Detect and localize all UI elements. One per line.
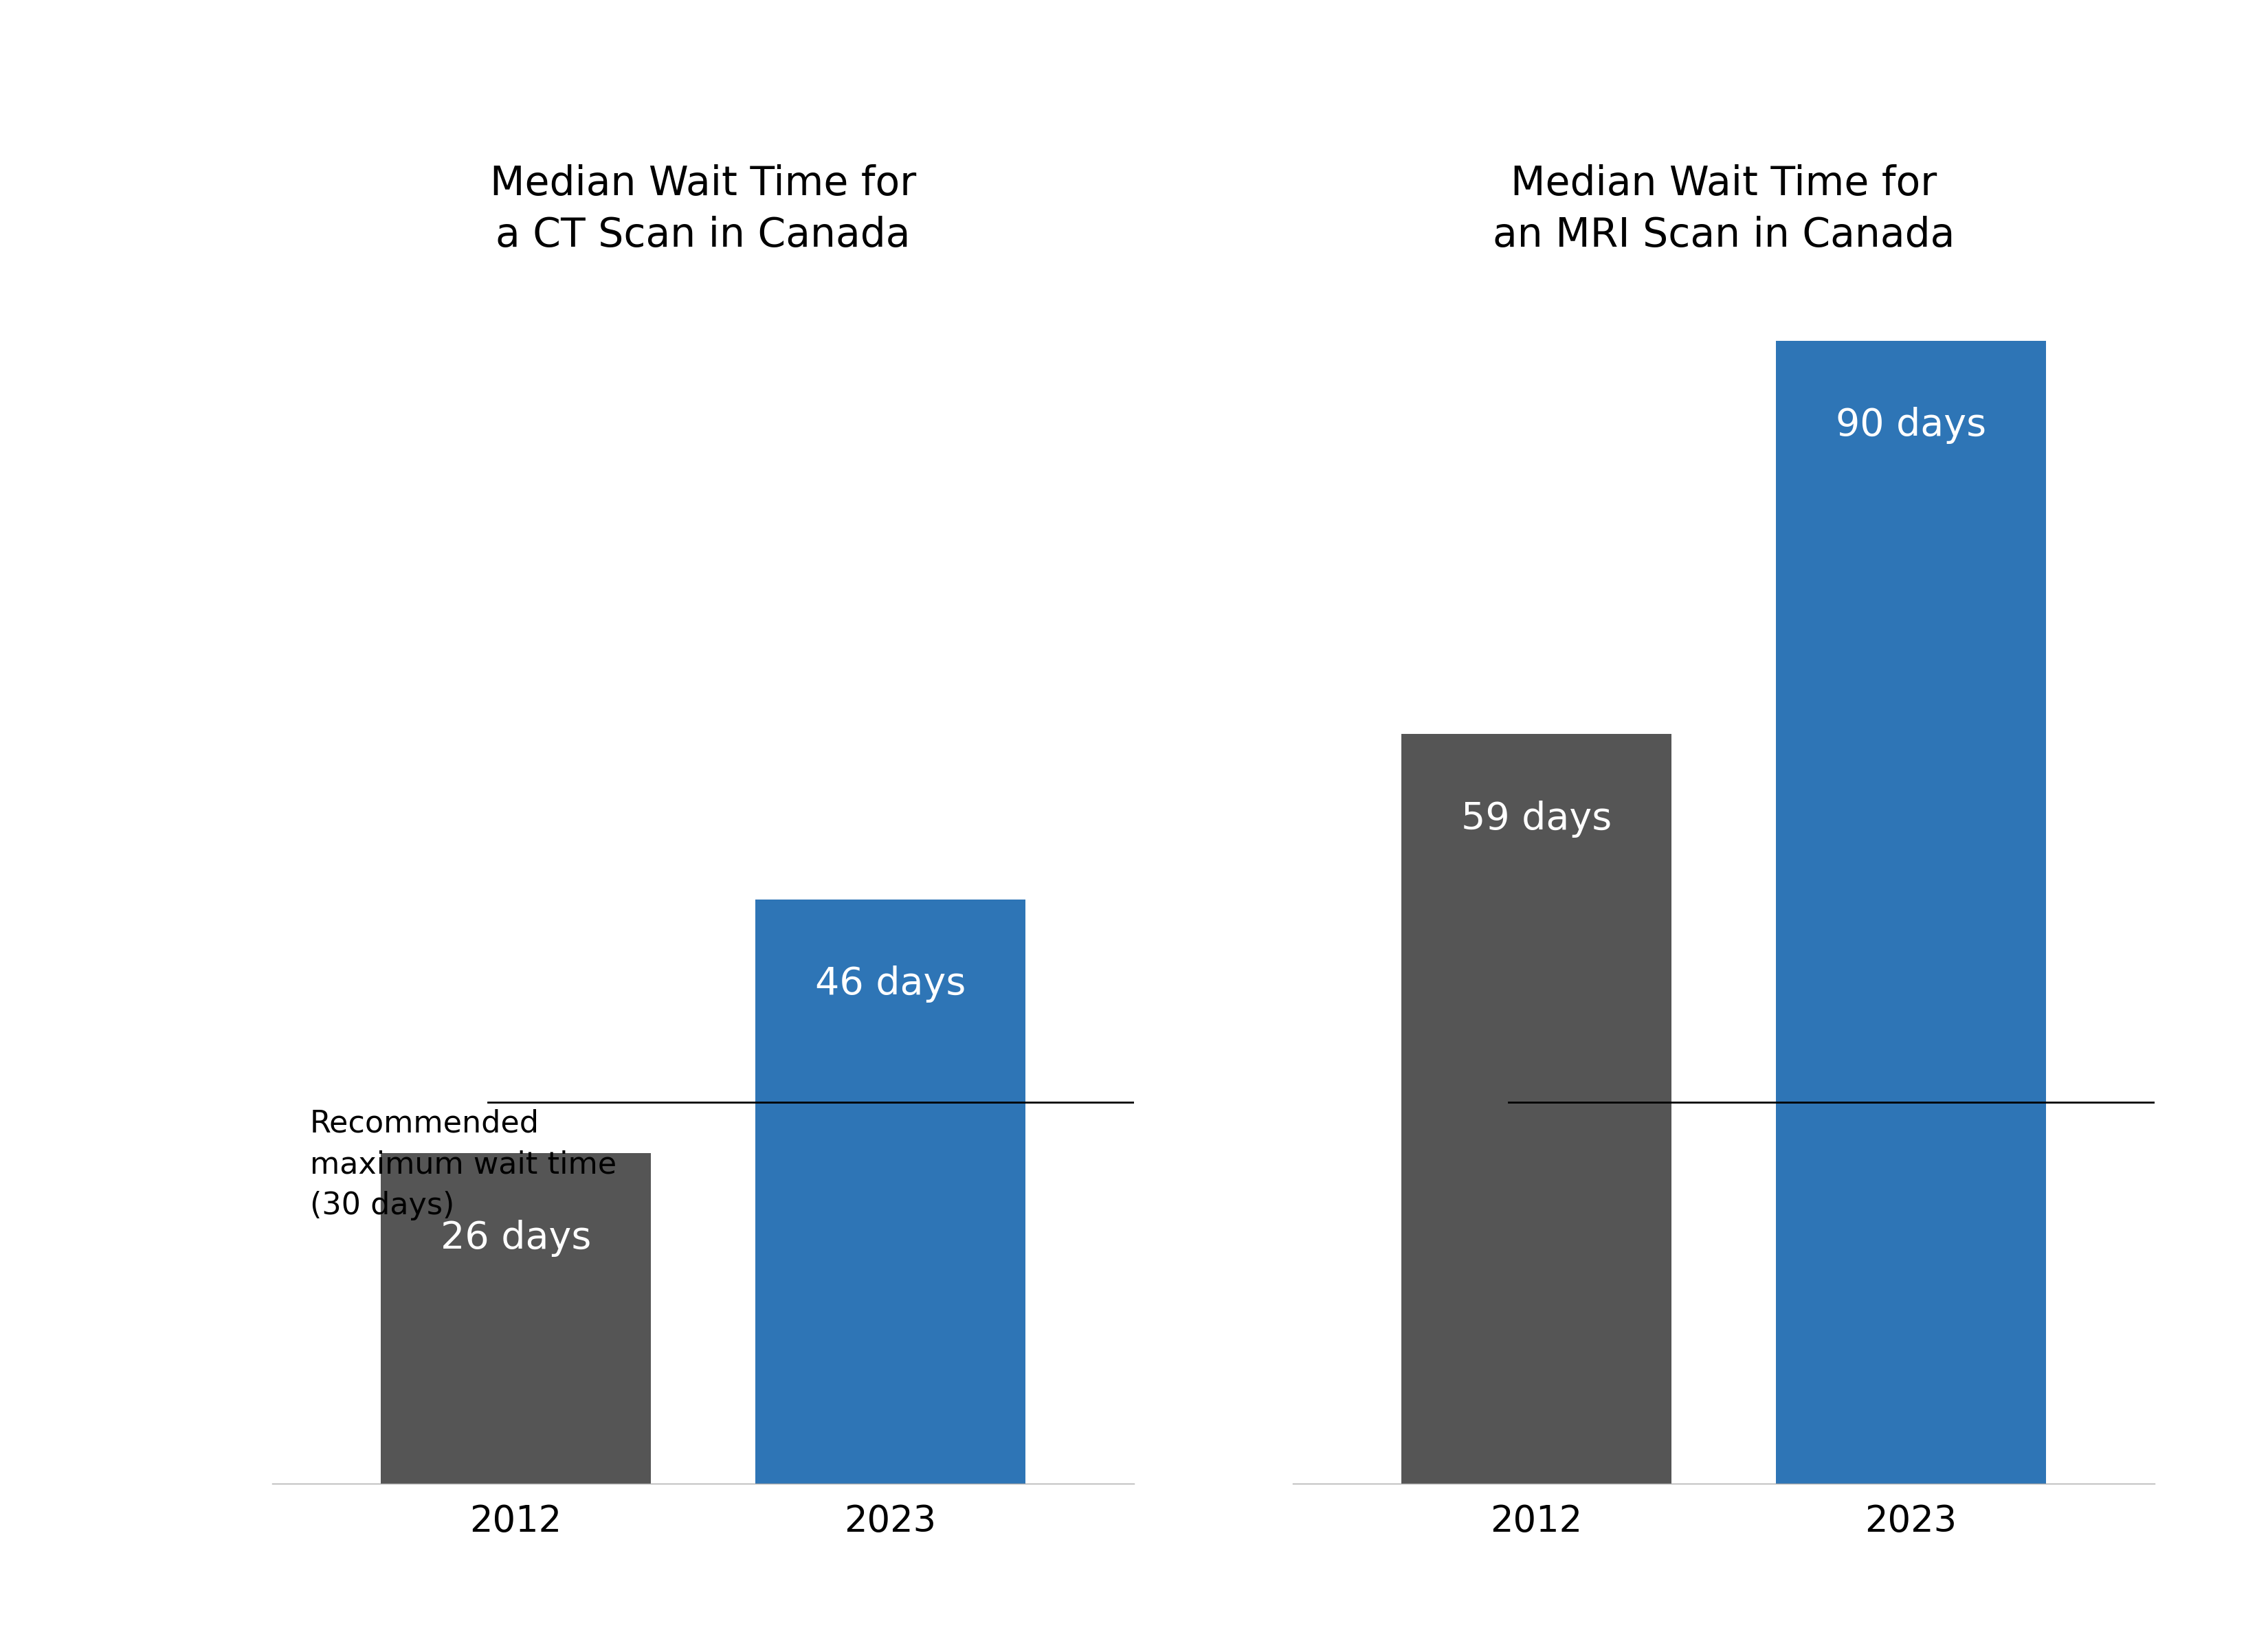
Title: Median Wait Time for
an MRI Scan in Canada: Median Wait Time for an MRI Scan in Cana… xyxy=(1492,165,1955,254)
Title: Median Wait Time for
a CT Scan in Canada: Median Wait Time for a CT Scan in Canada xyxy=(490,165,916,254)
Text: 46 days: 46 days xyxy=(814,965,966,1002)
Text: 59 days: 59 days xyxy=(1461,800,1613,838)
Text: 26 days: 26 days xyxy=(440,1219,592,1257)
Bar xyxy=(1402,734,1672,1483)
Bar xyxy=(381,1152,651,1483)
Bar xyxy=(755,900,1025,1483)
Text: 90 days: 90 days xyxy=(1835,408,1987,443)
Bar xyxy=(1776,341,2046,1483)
Text: Recommended
maximum wait time
(30 days): Recommended maximum wait time (30 days) xyxy=(311,1108,617,1221)
